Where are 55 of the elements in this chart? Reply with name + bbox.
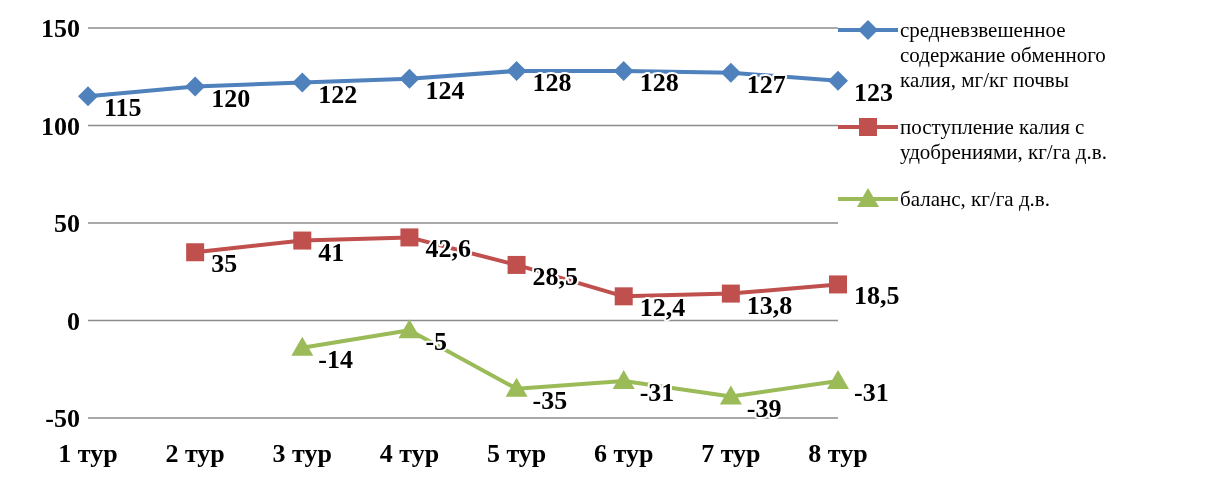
point (719, 385, 742, 405)
point (506, 60, 527, 81)
point (613, 60, 634, 81)
data-label: -31 (639, 377, 675, 407)
data-label: 115 (104, 93, 142, 123)
data-label: -35 (532, 385, 568, 415)
legend-label: баланс, кг/га д.в. (900, 187, 1051, 212)
point (828, 70, 848, 91)
point (721, 284, 740, 303)
y-tick-label: 150 (41, 14, 80, 44)
x-tick-label: 8 тур (808, 439, 868, 469)
point (293, 231, 312, 250)
point (292, 72, 313, 93)
y-tick-label: 0 (67, 306, 80, 336)
point (291, 336, 314, 356)
point (186, 243, 205, 262)
y-tick-label: 50 (54, 209, 80, 239)
data-label: 122 (318, 79, 358, 109)
legend-label: средневзвешенное содержание обменного калия, мг/кг почвы (900, 18, 1107, 93)
point (827, 369, 849, 389)
point (720, 62, 741, 83)
x-tick-label: 2 тур (165, 439, 225, 469)
y-tick-label: 100 (41, 111, 80, 141)
data-label: 41 (318, 237, 345, 267)
data-label: -14 (318, 344, 353, 374)
data-label: 12,4 (639, 293, 686, 323)
point (614, 287, 633, 306)
x-tick-label: 4 тур (379, 439, 440, 469)
point (612, 369, 635, 389)
data-label: 124 (425, 75, 465, 105)
legend-label: поступление калия с удобрениями, кг/га д.в. (900, 115, 1108, 165)
x-tick-label: 5 тур (486, 439, 547, 469)
point (505, 377, 528, 397)
point (400, 228, 419, 247)
point (185, 76, 206, 97)
point (398, 319, 421, 339)
data-label: 128 (639, 67, 679, 97)
x-tick-label: 3 тур (272, 439, 332, 469)
data-label: 128 (532, 67, 572, 97)
data-label: 127 (746, 69, 786, 99)
data-label: -31 (854, 377, 889, 407)
x-tick-label: 7 тур (701, 439, 761, 469)
data-label: 35 (211, 249, 238, 279)
data-label: -39 (746, 393, 782, 423)
data-label: 13,8 (746, 290, 793, 320)
point (399, 68, 420, 89)
point (78, 86, 98, 107)
x-tick-label: 1 тур (58, 439, 118, 469)
point (829, 275, 847, 294)
data-label: 123 (854, 77, 893, 107)
point (507, 255, 526, 274)
data-label: 18,5 (854, 281, 900, 311)
y-tick-label: -50 (45, 404, 80, 434)
x-tick-label: 6 тур (594, 439, 654, 469)
data-label: 120 (211, 83, 251, 113)
